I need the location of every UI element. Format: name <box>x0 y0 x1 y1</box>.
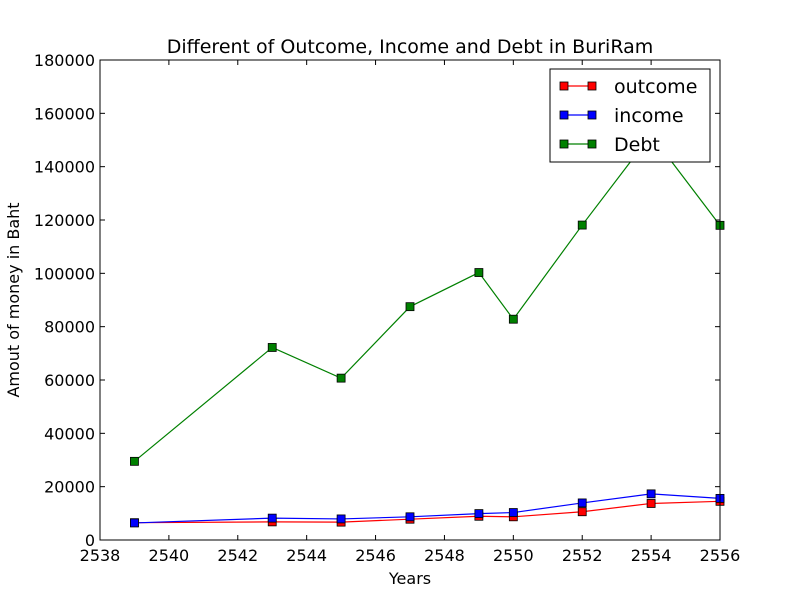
series-debt-point <box>508 314 518 324</box>
x-axis-label: Years <box>388 569 431 588</box>
series-debt-point <box>336 373 346 383</box>
y-tick-label: 160000 <box>34 104 95 123</box>
x-tick-label: 2548 <box>424 546 465 565</box>
legend-marker <box>559 110 569 120</box>
legend-label: Debt <box>614 134 660 156</box>
y-axis: 0 20000 40000 60000 80000 100000 120000 140000 1… <box>34 51 720 550</box>
series-debt-point <box>577 220 587 230</box>
y-tick-label: 140000 <box>34 158 95 177</box>
legend-marker <box>587 110 597 120</box>
legend-label: outcome <box>614 76 697 98</box>
y-tick-label: 100000 <box>34 264 95 283</box>
y-tick-label: 60000 <box>44 371 95 390</box>
series-income-point <box>474 509 484 519</box>
series-income-point <box>130 518 139 528</box>
x-tick-label: 2546 <box>355 546 396 565</box>
y-tick-label: 20000 <box>44 478 95 497</box>
series-outcome-point <box>577 507 587 517</box>
plot-area-frame <box>99 59 721 541</box>
x-tick-label: 2540 <box>149 546 190 565</box>
x-tick-label: 2550 <box>493 546 534 565</box>
legend-item-debt: Debt <box>559 134 660 156</box>
series-income <box>130 489 725 528</box>
y-axis-label: Amout of money in Baht <box>4 202 23 397</box>
legend-marker <box>587 81 597 91</box>
legend: outcome income Debt <box>549 68 711 163</box>
y-tick-label: 40000 <box>44 424 95 443</box>
series-debt-point <box>267 343 277 352</box>
series-debt-line <box>134 133 721 462</box>
y-tick-label: 80000 <box>44 318 95 337</box>
series-debt <box>130 130 725 466</box>
x-tick-label: 2542 <box>217 546 258 565</box>
x-tick-label: 2538 <box>80 546 121 565</box>
legend-marker <box>587 139 597 149</box>
series-income-point <box>267 513 277 523</box>
x-tick-label: 2552 <box>562 546 603 565</box>
y-tick-label: 0 <box>85 531 95 550</box>
x-tick-label: 2554 <box>631 546 672 565</box>
x-axis: 2538 2540 2542 2544 2546 2548 2550 2552 2554 2556 <box>80 60 741 565</box>
y-tick-label: 120000 <box>34 211 95 230</box>
legend-label: income <box>614 105 684 127</box>
x-tick-label: 2544 <box>286 546 327 565</box>
legend-marker <box>559 81 569 91</box>
y-tick-label: 180000 <box>34 51 95 70</box>
series-debt-point <box>405 302 415 312</box>
chart-title: Different of Outcome, Income and Debt in… <box>167 36 654 58</box>
series-debt-point <box>474 268 484 277</box>
series-income-point <box>508 508 518 517</box>
series-income-point <box>336 514 346 524</box>
series-income-point <box>405 512 415 522</box>
legend-item-income: income <box>559 105 684 127</box>
x-tick-label: 2556 <box>700 546 741 565</box>
legend-item-outcome: outcome <box>559 76 697 98</box>
series-layer <box>130 130 725 528</box>
series-outcome <box>130 496 725 528</box>
series-income-point <box>646 489 656 499</box>
series-income-point <box>577 498 587 508</box>
series-debt-point <box>130 456 139 466</box>
series-outcome-point <box>646 499 656 508</box>
legend-marker <box>559 139 569 149</box>
